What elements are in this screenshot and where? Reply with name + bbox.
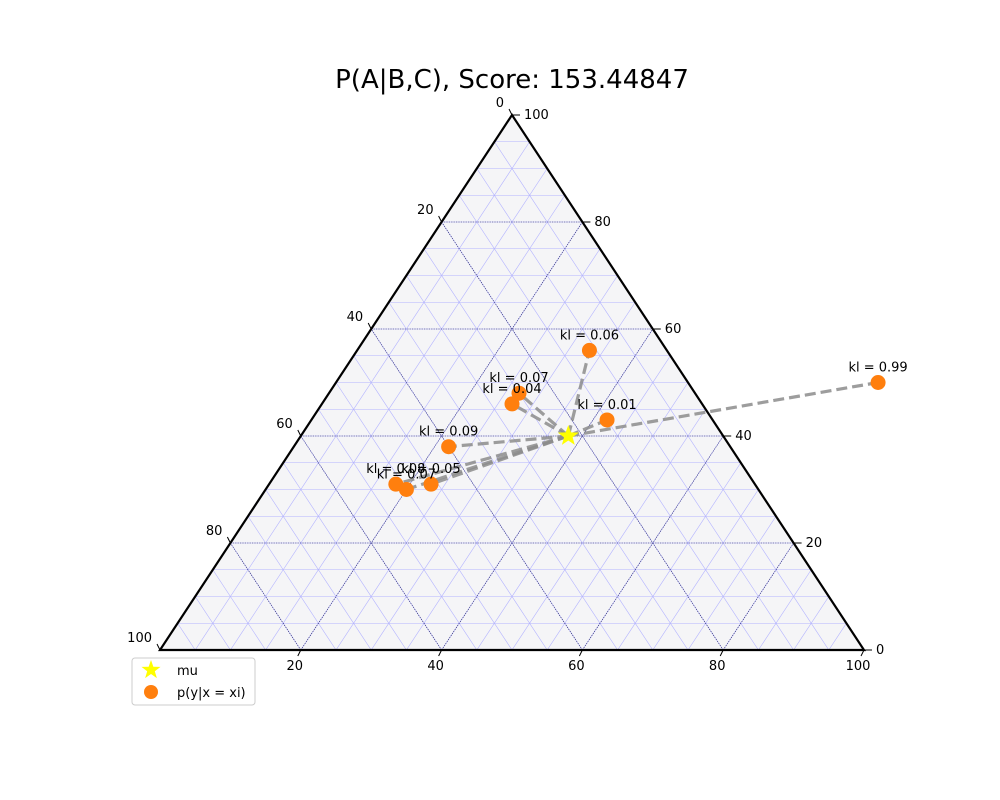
kl-label: kl = 0.09 [419,425,478,440]
fine-gridline [318,409,478,651]
left-tick [508,108,513,116]
kl-label: kl = 0.05 [401,462,460,477]
fine-gridline [353,355,548,651]
kl-label: kl = 0.01 [577,398,636,413]
left-tick [226,536,231,544]
data-point [504,396,520,412]
right-tick-label: 40 [735,429,752,444]
connector-line [566,350,591,437]
legend-label-points: p(y|x = xi) [177,686,246,701]
fine-gridline [476,168,794,651]
connector-line [395,434,569,486]
fine-gridline [388,302,618,651]
connector-line [568,380,879,438]
mu-layer [557,425,579,445]
mu-marker [557,425,579,445]
fine-gridline [406,275,654,651]
left-tick [297,429,302,437]
major-gridline [441,328,654,651]
data-point [870,375,886,390]
kl-label: kl = 0.08 [366,462,425,477]
data-point [599,412,615,428]
bottom-tick-label: 60 [568,659,585,674]
left-tick-label: 80 [206,524,223,539]
bottom-tick-label: 40 [427,659,444,674]
legend-box [131,657,256,706]
bottom-tick-label: 100 [846,659,871,674]
legend: mu p(y|x = xi) [131,657,256,706]
left-tick [438,215,443,223]
fine-gridline [758,569,812,651]
legend-marker-mu [141,660,161,679]
bottom-tick-label: 80 [709,659,726,674]
fine-gridline [494,141,830,651]
right-tick-label: 20 [806,536,823,551]
right-tick-label: 60 [665,322,682,337]
left-tick-label: 40 [347,310,364,325]
chart-title: P(A|B,C), Score: 153.44847 [335,65,689,95]
left-tick [367,322,372,330]
fine-gridline [406,302,636,651]
fine-gridline [546,409,706,651]
left-tick-label: 20 [417,203,434,218]
kl-label: kl = 0.99 [848,361,907,376]
kl-label: kl = 0.07 [377,468,436,483]
fine-gridline [687,516,777,651]
right-tick-label: 0 [876,643,884,658]
major-gridline [722,542,794,651]
right-tick-label: 80 [594,215,611,230]
fine-gridline [335,248,601,651]
fine-gridline [265,195,566,651]
bottom-tick-label: 20 [287,659,304,674]
fine-gridline [476,355,671,651]
connector-line [405,434,569,492]
data-point [423,476,439,492]
fine-gridline [617,462,742,651]
bottom-tick [578,649,583,657]
data-point [511,385,527,401]
major-gridline [370,328,583,651]
fine-gridlines [177,141,847,651]
fine-gridline [423,248,689,651]
bottom-tick [297,649,302,657]
kl-label: kl = 0.07 [489,371,548,386]
fine-gridline [282,462,407,651]
bottom-tick [438,649,443,657]
major-gridline [230,542,302,651]
left-tick-label: 100 [127,631,152,646]
fine-gridline [194,596,231,651]
kl-label: kl = 0.04 [482,382,541,397]
connector-line [517,391,570,438]
left-tick-label: 60 [276,417,293,432]
data-point [581,342,597,358]
legend-label-mu: mu [177,664,198,679]
fine-gridline [247,516,337,651]
fine-gridline [177,623,196,651]
plot-area: 0 0 20 20 20 40 40 40 60 60 60 80 80 80 100 100 100 kl =… [127,96,908,674]
data-points [388,342,886,497]
major-gridlines [230,221,794,651]
kl-label: kl = 0.06 [560,328,619,343]
legend-marker-points [144,685,158,699]
triangle-border [157,112,867,652]
axis-ticks: 0 0 20 20 20 40 40 40 60 60 60 80 80 80 100 100 100 [127,96,884,674]
data-point [441,439,457,455]
bottom-tick [860,649,865,657]
right-tick-label: 100 [524,108,549,123]
connector-lines [395,350,879,492]
fine-gridline [265,489,372,651]
major-gridline [300,435,442,651]
connector-line [448,434,569,449]
connector-line [511,402,570,438]
left-tick [156,643,161,651]
bottom-tick [719,649,724,657]
fine-gridline [335,382,513,651]
left-tick-label: 0 [496,96,504,111]
fine-gridline [212,569,266,651]
data-point [398,482,414,497]
fine-gridline [828,623,847,651]
fine-gridline [194,141,530,651]
